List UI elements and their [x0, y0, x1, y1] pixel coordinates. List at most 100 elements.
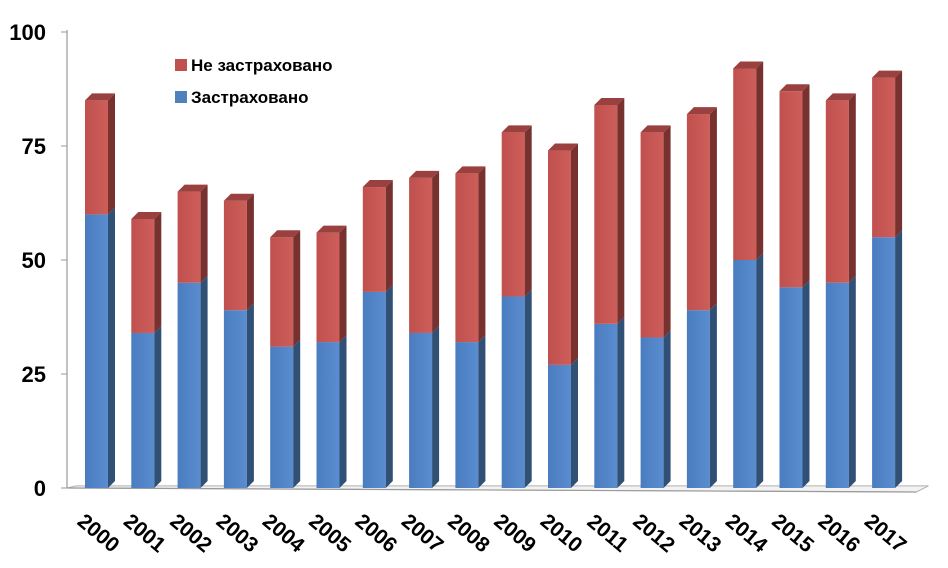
x-tick-label: 2007 [397, 510, 448, 558]
bar-front [362, 291, 386, 488]
bar-top [779, 84, 810, 92]
bar-front [640, 337, 664, 488]
bar-top [270, 230, 301, 238]
bar-side [802, 84, 810, 288]
bar-insured-2016 [825, 275, 856, 488]
bar-uninsured-2015 [779, 84, 810, 288]
x-tick-label: 2016 [814, 510, 865, 558]
bar-top [686, 107, 717, 115]
legend-swatch [175, 59, 187, 71]
bar-side [432, 325, 440, 488]
x-tick-label: 2008 [443, 510, 494, 558]
bar-front [316, 342, 340, 488]
x-tick-label: 2015 [767, 510, 818, 558]
bar-side [246, 303, 254, 488]
bar-top [872, 70, 903, 78]
bar-group-2005 [316, 225, 347, 488]
bar-front [85, 100, 108, 215]
bar-side [709, 303, 717, 488]
bar-top [223, 193, 254, 201]
bar-side [293, 230, 301, 347]
bar-front [85, 214, 108, 488]
bar-front [779, 91, 803, 288]
legend-label: Застраховано [191, 88, 308, 107]
bar-insured-2005 [316, 335, 347, 488]
bar-uninsured-2016 [825, 93, 856, 283]
bar-front [131, 332, 155, 488]
x-tick-label: 2010 [536, 510, 587, 558]
x-tick-label: 2002 [165, 510, 216, 558]
x-tick-label: 2000 [73, 510, 124, 558]
bar-insured-2014 [733, 253, 764, 488]
bar-side [524, 125, 532, 297]
bar-top [501, 125, 532, 133]
bar-front [501, 132, 525, 297]
bar-group-2000 [85, 93, 115, 488]
x-tick-label: 2014 [721, 510, 772, 558]
bar-group-2009 [501, 125, 532, 488]
x-tick-label: 2006 [351, 510, 402, 558]
bar-insured-2010 [548, 357, 578, 488]
bar-front [177, 282, 201, 488]
bar-side [848, 93, 856, 283]
bar-top [177, 184, 208, 192]
bar-group-2006 [362, 180, 393, 488]
bar-top [594, 97, 625, 105]
bar-front [223, 310, 247, 488]
bar-insured-2001 [131, 325, 162, 488]
bar-front [177, 191, 201, 283]
bar-insured-2017 [872, 230, 903, 488]
bar-front [409, 177, 433, 333]
bar-front [640, 132, 664, 338]
bar-front [501, 296, 525, 488]
bar-side [200, 275, 208, 488]
x-tick-label: 2003 [212, 510, 263, 558]
bar-front [455, 173, 479, 343]
bar-side [293, 339, 301, 488]
bar-front [131, 218, 155, 333]
bar-side [339, 335, 347, 488]
x-tick-label: 2004 [258, 510, 309, 558]
x-tick-label: 2001 [119, 510, 170, 558]
y-tick-label: 75 [22, 134, 46, 159]
y-tick-label: 0 [34, 476, 46, 501]
bar-side [617, 316, 625, 488]
bar-group-2017 [872, 70, 903, 488]
x-tick-label: 2013 [675, 510, 726, 558]
bar-side [385, 284, 393, 488]
bar-front [409, 332, 433, 488]
bar-front [548, 364, 571, 488]
bar-front [686, 310, 710, 488]
bar-side [571, 143, 578, 365]
x-tick-label: 2012 [628, 510, 679, 558]
bar-side [848, 275, 856, 488]
bar-insured-2015 [779, 280, 810, 488]
bar-side [478, 335, 486, 488]
bar-group-2003 [223, 193, 254, 488]
bar-insured-2011 [594, 316, 625, 488]
bar-side [756, 253, 764, 488]
bar-front [733, 68, 757, 260]
bar-front [455, 342, 479, 488]
bar-uninsured-2003 [223, 193, 254, 311]
bar-uninsured-2011 [594, 97, 625, 324]
bar-side [385, 180, 393, 292]
bar-group-2002 [177, 184, 208, 488]
x-axis-ticks: 2000200120022003200420052006200720082009… [73, 510, 911, 558]
bar-uninsured-2005 [316, 225, 347, 343]
bar-side [663, 125, 671, 338]
bar-side [756, 61, 764, 261]
bar-group-2014 [733, 61, 764, 488]
legend-item: Застраховано [175, 88, 308, 107]
bar-uninsured-2014 [733, 61, 764, 261]
bar-side [663, 330, 671, 488]
bar-front [362, 187, 386, 292]
bar-uninsured-2017 [872, 70, 903, 238]
bar-uninsured-2002 [177, 184, 208, 283]
bar-uninsured-2012 [640, 125, 671, 338]
bar-group-2008 [455, 166, 486, 488]
bar-side [571, 357, 578, 488]
bar-front [779, 287, 803, 488]
